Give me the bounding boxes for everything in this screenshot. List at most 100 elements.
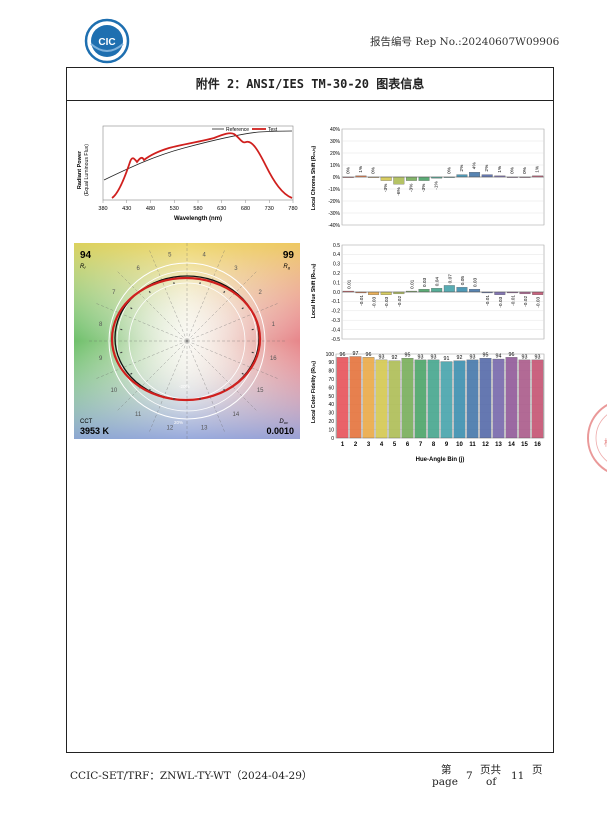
spd-xtick-label: 780 [288,206,297,212]
hue-bar [418,289,430,293]
rf-label: Rf [80,264,86,270]
chroma-bar [456,174,468,178]
hue-bar [368,291,380,295]
spd-ylabel-2: (Equal Luminous Flux) [84,144,90,196]
chroma-bar-label: -3% [421,183,427,192]
hue-bar-label: -0.01 [359,295,365,306]
bin-spoke [117,271,188,342]
bin-spoke [186,271,257,342]
cct-value: 3953 K [80,426,110,436]
bin-number: 2 [258,290,262,296]
fidelity-bar [466,359,479,439]
fidelity-bar [362,357,375,439]
chroma-bar-label: 1% [358,165,364,173]
bin-number: 6 [136,266,140,272]
cct-label: CCT [80,419,93,425]
rg-label: Rg [283,264,290,270]
bin-number: 7 [112,290,116,296]
bin-number: 4 [202,253,206,259]
chroma-bar-label: 0% [509,166,515,174]
content-frame [66,67,554,753]
fidelity-bar-label: 93 [379,354,385,360]
chroma-bar-label: 4% [472,162,478,170]
hue-bar-label: -0.03 [372,296,378,307]
spd-xtick-label: 730 [265,206,274,212]
fidelity-xlabel: Hue-Angle Bin (j) [416,457,465,463]
fidelity-ytick-label: 30 [328,411,334,417]
hue-bar-label: -0.03 [498,296,504,307]
bin-arrow [148,388,151,392]
hue-ytick-label: -0.5 [331,337,340,342]
hue-ytick-label: 0.2 [333,271,340,277]
bin-spoke [186,250,225,342]
chroma-ytick-label: -40% [328,223,340,229]
bin-number: 1 [272,322,276,328]
bin-number: 10 [110,388,117,394]
chroma-ytick-label: 30% [330,139,341,145]
hue-bar-label: 0.03 [473,278,479,288]
fidelity-bar-label: 96 [340,352,346,358]
hue-bar-label: -0.01 [510,295,516,306]
rg-value: 99 [283,250,295,261]
hue-bar-label: -0.02 [397,296,403,307]
legend-test: Test [268,127,278,133]
fidelity-xtick-label: 7 [419,442,423,448]
fidelity-bar-label: 93 [470,354,476,360]
bin-number: 8 [99,322,103,328]
bin-spoke [186,340,225,432]
chroma-shift-chart: Local Chroma Shift (Rcs,hj) 40% 30% 20% 10%… [311,127,545,229]
hue-ytick-label: -0.1 [331,299,340,305]
chroma-bar [405,176,417,181]
bin-number: 11 [135,412,142,418]
chroma-bar [418,176,430,181]
fidelity-bar-label: 93 [522,354,528,360]
chroma-bar-label: 1% [497,165,503,173]
chroma-bar [380,176,392,181]
fidelity-ytick-label: 50 [328,394,334,400]
ring-label-outer: 20% [174,420,183,425]
fidelity-xtick-label: 15 [521,442,528,448]
fidelity-bar [531,359,544,439]
fidelity-bar [440,361,453,439]
bin-number: 5 [168,253,172,259]
bin-arrow [130,307,133,310]
chroma-bar [481,174,493,178]
chroma-bar-label: 2% [459,164,465,172]
hue-bar [469,289,481,293]
spd-xtick-label: 380 [98,206,107,212]
fidelity-ytick-label: 0 [331,436,334,442]
hue-bar [494,291,506,295]
fidelity-ytick-label: 70 [328,377,334,383]
hue-ylabel: Local Hue Shift (Rhs,hj) [311,263,317,318]
hue-bar [431,288,443,293]
fidelity-bar-label: 97 [353,351,359,357]
spd-chart: Radiant Power (Equal Luminous Flux) 380 4… [77,125,298,222]
bin-number: 13 [201,425,208,431]
fidelity-xtick-label: 6 [406,442,410,448]
fidelity-bar [479,358,492,439]
hue-ytick-label: -0.4 [331,327,340,333]
hue-ytick-label: 0.1 [333,280,340,286]
spd-ylabel-1: Radiant Power [77,150,83,189]
bin-number: 15 [257,388,264,394]
fidelity-bar [492,358,505,439]
rf-value: 94 [80,250,92,261]
spd-xtick-label: 480 [146,206,155,212]
footer-page-number: 7 [466,770,473,782]
fidelity-xtick-label: 1 [341,442,345,448]
bin-number: 12 [166,425,173,431]
fidelity-bar [453,360,466,439]
hue-bar-label: 0.03 [422,278,428,288]
hue-bar [443,285,455,293]
fidelity-ytick-label: 90 [328,360,334,366]
fidelity-xtick-label: 9 [445,442,449,448]
report-number: 报告编号 Rep No.:20240607W09906 [370,36,560,48]
fidelity-xtick-label: 10 [456,442,463,448]
fidelity-xtick-label: 11 [469,442,476,448]
hue-bar-label: -0.03 [384,296,390,307]
hue-ytick-label: 0.0 [333,290,340,296]
bin-number: 9 [99,356,103,362]
bin-spoke [149,250,188,342]
hue-bar [456,287,468,293]
